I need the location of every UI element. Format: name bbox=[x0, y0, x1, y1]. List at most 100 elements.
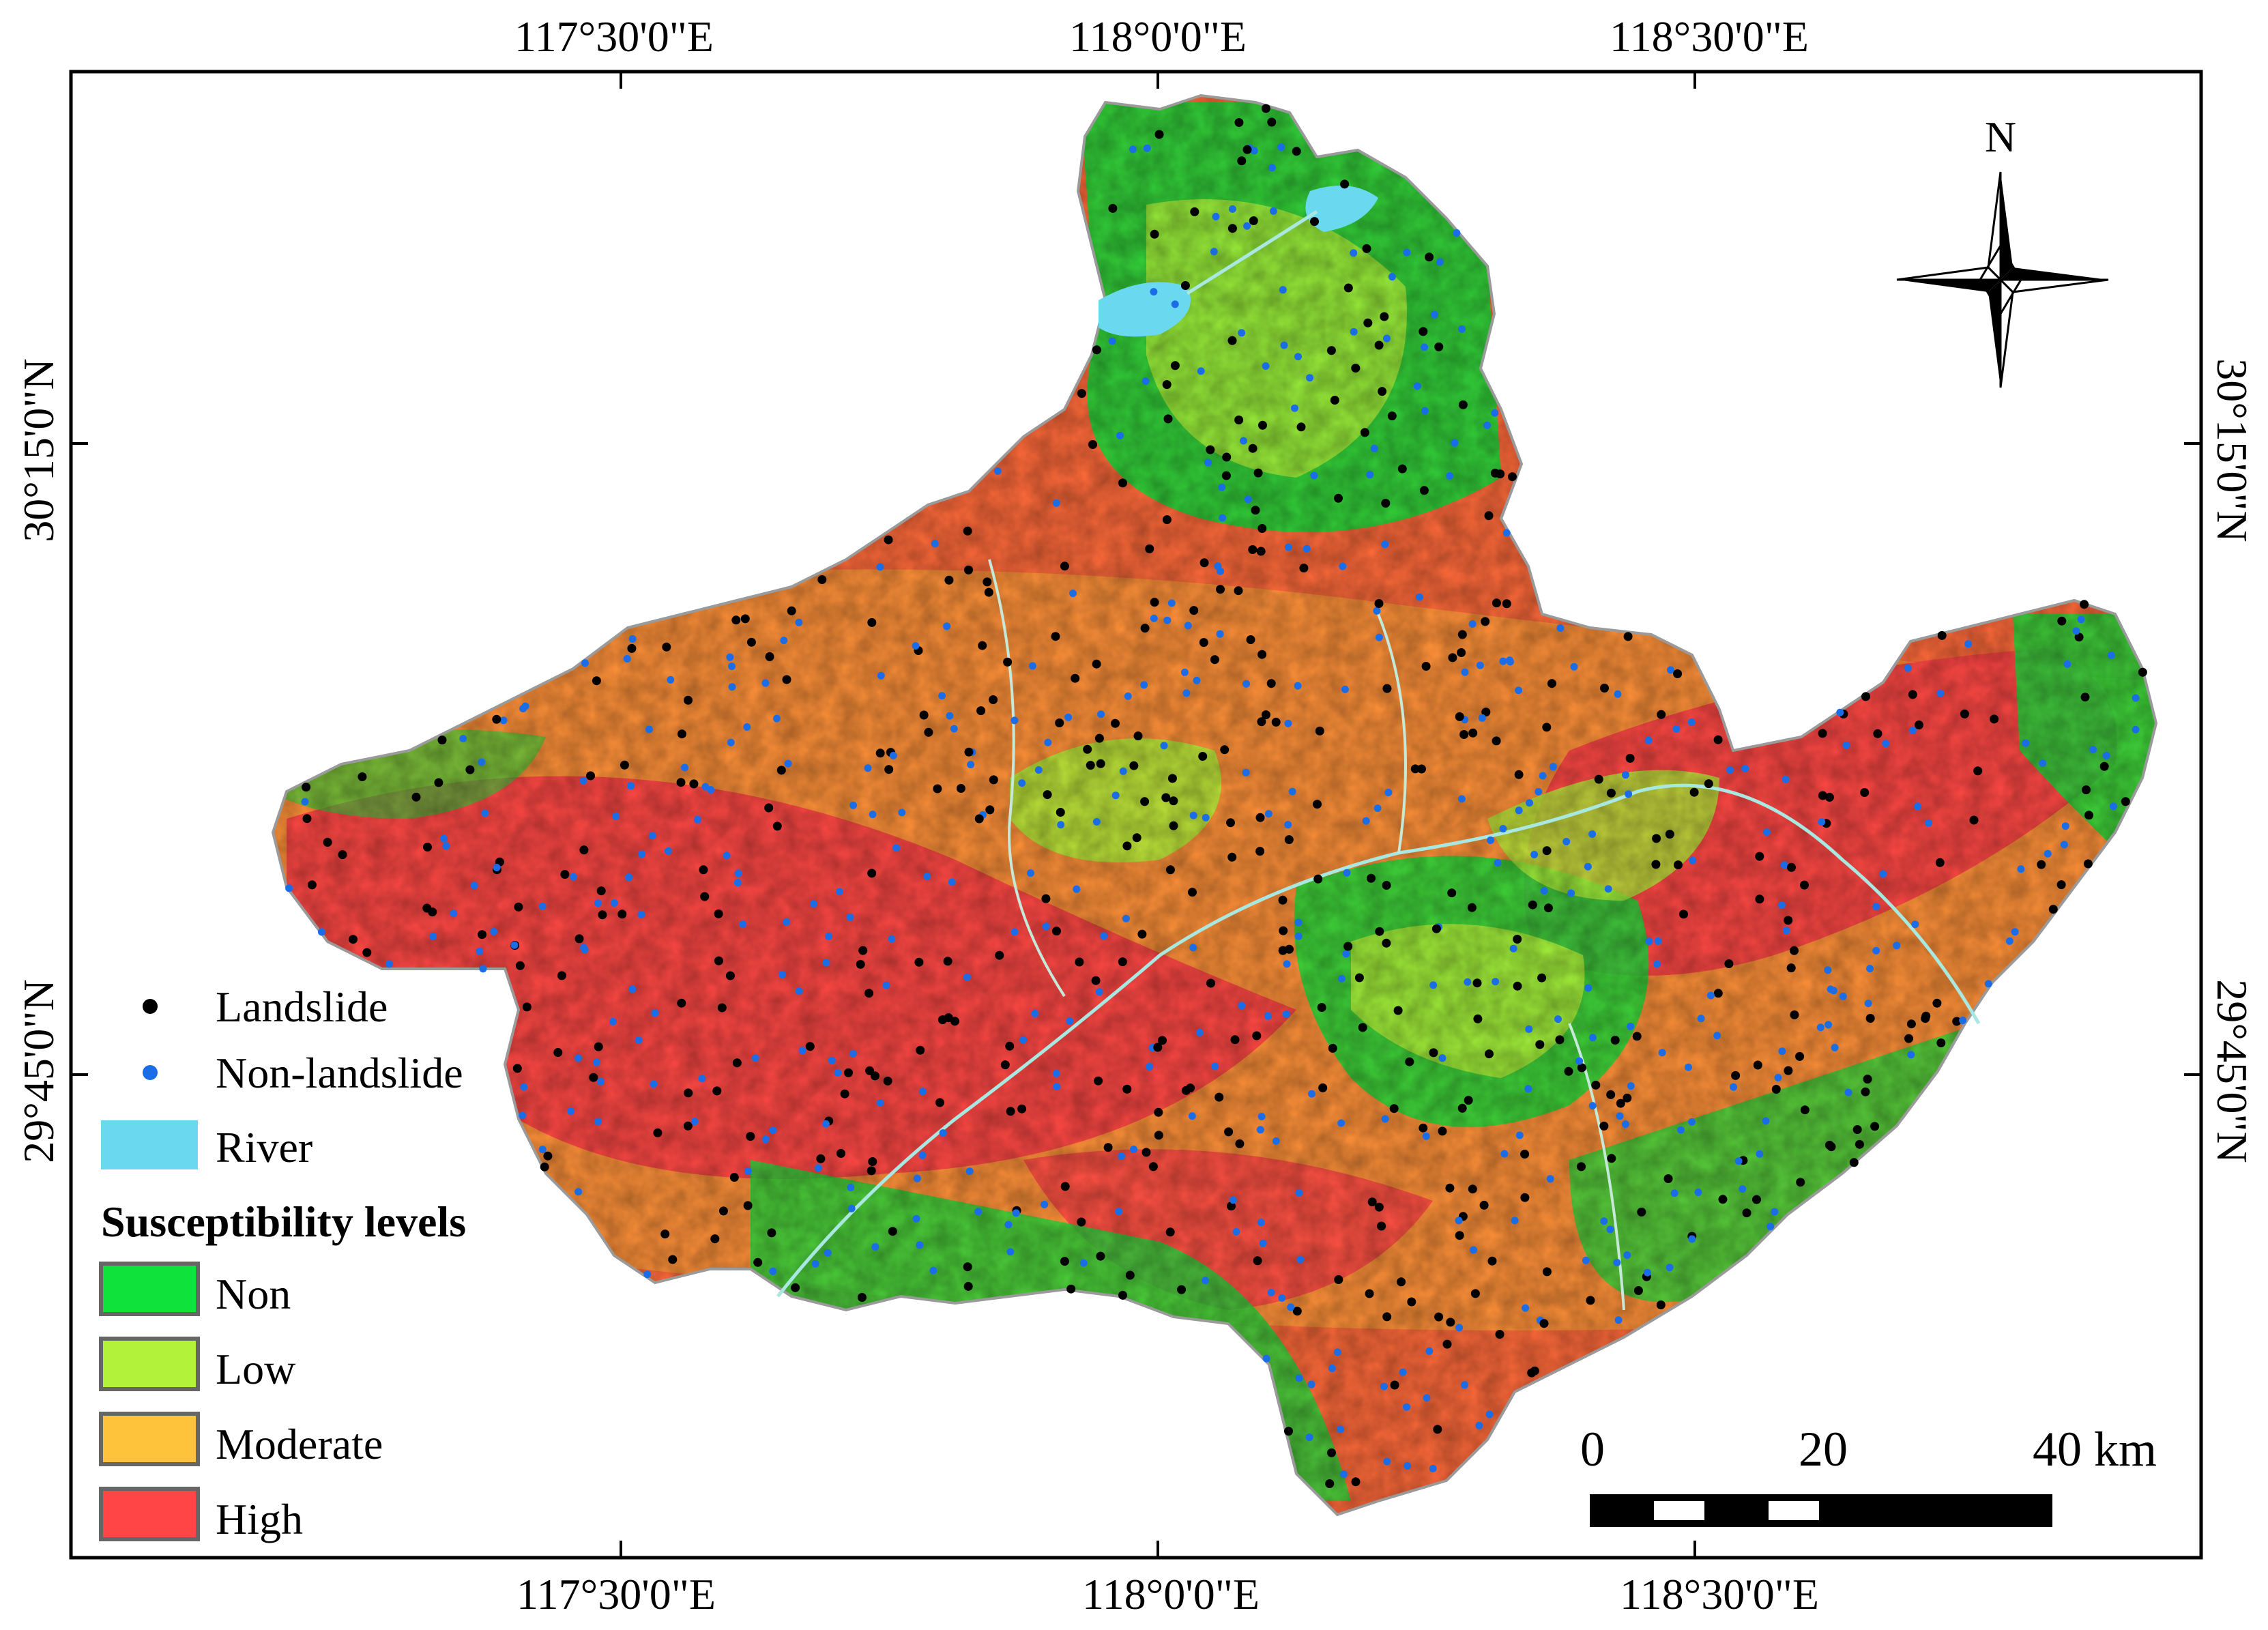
nonlandslide-point bbox=[1816, 1023, 1824, 1032]
landslide-point bbox=[1325, 1479, 1335, 1488]
landslide-point bbox=[1092, 345, 1101, 355]
landslide-point bbox=[1234, 586, 1243, 596]
nonlandslide-point bbox=[1502, 529, 1511, 537]
nonlandslide-point bbox=[580, 944, 587, 952]
nonlandslide-point bbox=[849, 1049, 857, 1058]
landslide-point bbox=[937, 1015, 947, 1025]
nonlandslide-point bbox=[1028, 662, 1036, 670]
nonlandslide-point bbox=[1455, 1217, 1463, 1225]
landslide-point bbox=[1365, 1289, 1374, 1298]
nonlandslide-point bbox=[1232, 1227, 1240, 1236]
nonlandslide-point bbox=[285, 884, 293, 892]
nonlandslide-point bbox=[1204, 459, 1212, 467]
nonlandslide-point bbox=[1836, 708, 1844, 716]
nonlandslide-point bbox=[1726, 766, 1734, 774]
landslide-point bbox=[1492, 598, 1501, 608]
landslide-point bbox=[964, 565, 973, 574]
nonlandslide-point bbox=[1455, 1324, 1464, 1332]
legend-non-label: Non bbox=[216, 1270, 291, 1318]
landslide-point bbox=[1266, 679, 1276, 688]
nonlandslide-point bbox=[1218, 483, 1226, 491]
nonlandslide-point bbox=[637, 910, 645, 918]
landslide-point bbox=[478, 930, 486, 940]
landslide-point bbox=[857, 1293, 867, 1302]
nonlandslide-point bbox=[1122, 914, 1130, 922]
landslide-point bbox=[1363, 318, 1373, 328]
landslide-point bbox=[553, 1048, 563, 1057]
landslide-point bbox=[560, 870, 570, 879]
nonlandslide-point bbox=[1584, 984, 1593, 992]
landslide-point bbox=[1351, 364, 1361, 373]
landslide-point bbox=[1718, 1195, 1728, 1204]
landslide-point bbox=[1731, 1071, 1741, 1080]
nonlandslide-point bbox=[1383, 334, 1391, 343]
landslide-point bbox=[2080, 693, 2090, 702]
landslide-point bbox=[1051, 632, 1060, 641]
nonlandslide-point bbox=[1243, 222, 1251, 230]
landslide-point bbox=[1457, 630, 1467, 639]
nonlandslide-point bbox=[645, 725, 653, 733]
landslide-point bbox=[1479, 1200, 1489, 1210]
nonlandslide-point bbox=[1188, 1112, 1196, 1120]
landslide-point bbox=[963, 1281, 973, 1291]
nonlandslide-point bbox=[1214, 562, 1222, 570]
landslide-point bbox=[1484, 511, 1494, 521]
nonlandslide-point bbox=[1575, 1057, 1584, 1065]
nonlandslide-point bbox=[1240, 437, 1247, 445]
landslide-point bbox=[1158, 1036, 1167, 1045]
nonlandslide-point bbox=[1006, 1248, 1015, 1256]
landslide-point bbox=[2074, 632, 2084, 642]
nonlandslide-point bbox=[923, 872, 931, 880]
nonlandslide-point bbox=[1645, 937, 1653, 946]
nonlandslide-point bbox=[2017, 865, 2025, 873]
nonlandslide-point bbox=[1904, 664, 1912, 672]
nonlandslide-point bbox=[2011, 928, 2019, 936]
landslide-point bbox=[1446, 1318, 1455, 1327]
nonlandslide-point bbox=[1824, 966, 1832, 974]
nonlandslide-point bbox=[913, 1174, 921, 1182]
nonlandslide-point bbox=[1515, 686, 1523, 695]
nonlandslide-point bbox=[888, 935, 896, 943]
landslide-point bbox=[791, 1283, 800, 1292]
river-main bbox=[776, 209, 1981, 1298]
nonlandslide-point bbox=[1287, 1303, 1295, 1311]
legend-landslide-marker bbox=[143, 999, 158, 1014]
nonlandslide-point bbox=[667, 675, 675, 684]
landslide-point bbox=[1261, 710, 1270, 720]
landslide-point bbox=[1056, 808, 1065, 817]
nonlandslide-point bbox=[1328, 1365, 1336, 1372]
landslide-point bbox=[522, 1002, 532, 1012]
nonlandslide-point bbox=[1216, 630, 1224, 638]
nonlandslide-point bbox=[869, 811, 877, 819]
landslide-point bbox=[868, 1157, 877, 1166]
landslide-point bbox=[1162, 515, 1172, 525]
nonlandslide-point bbox=[1171, 300, 1179, 308]
nonlandslide-point bbox=[825, 932, 833, 940]
nonlandslide-point bbox=[892, 844, 901, 852]
landslide-point bbox=[1340, 179, 1350, 189]
nonlandslide-point bbox=[1380, 1382, 1388, 1391]
landslide-point bbox=[1861, 692, 1870, 701]
landslide-point bbox=[1162, 380, 1172, 390]
nonlandslide-point bbox=[1381, 1115, 1389, 1123]
landslide-point bbox=[1215, 1092, 1224, 1102]
landslide-point bbox=[714, 909, 723, 918]
nonlandslide-point bbox=[1337, 1425, 1345, 1433]
landslide-point bbox=[1299, 564, 1309, 572]
landslide-point bbox=[1169, 821, 1178, 830]
nonlandslide-point bbox=[1730, 1083, 1738, 1091]
north-arrow-icon: N bbox=[1896, 113, 2109, 388]
landslide-point bbox=[1060, 1182, 1070, 1191]
nonlandslide-point bbox=[592, 1058, 600, 1066]
nonlandslide-point bbox=[569, 873, 577, 881]
nonlandslide-point bbox=[1879, 870, 1887, 878]
landslide-point bbox=[1165, 865, 1175, 875]
landslide-point bbox=[1445, 1183, 1455, 1193]
nonlandslide-point bbox=[612, 812, 620, 820]
landslide-point bbox=[1724, 959, 1734, 968]
landslide-point bbox=[1122, 841, 1132, 851]
nonlandslide-point bbox=[1451, 439, 1459, 447]
nonlandslide-point bbox=[575, 1054, 582, 1062]
landslide-point bbox=[1017, 1104, 1027, 1114]
landslide-point bbox=[1564, 1066, 1573, 1076]
